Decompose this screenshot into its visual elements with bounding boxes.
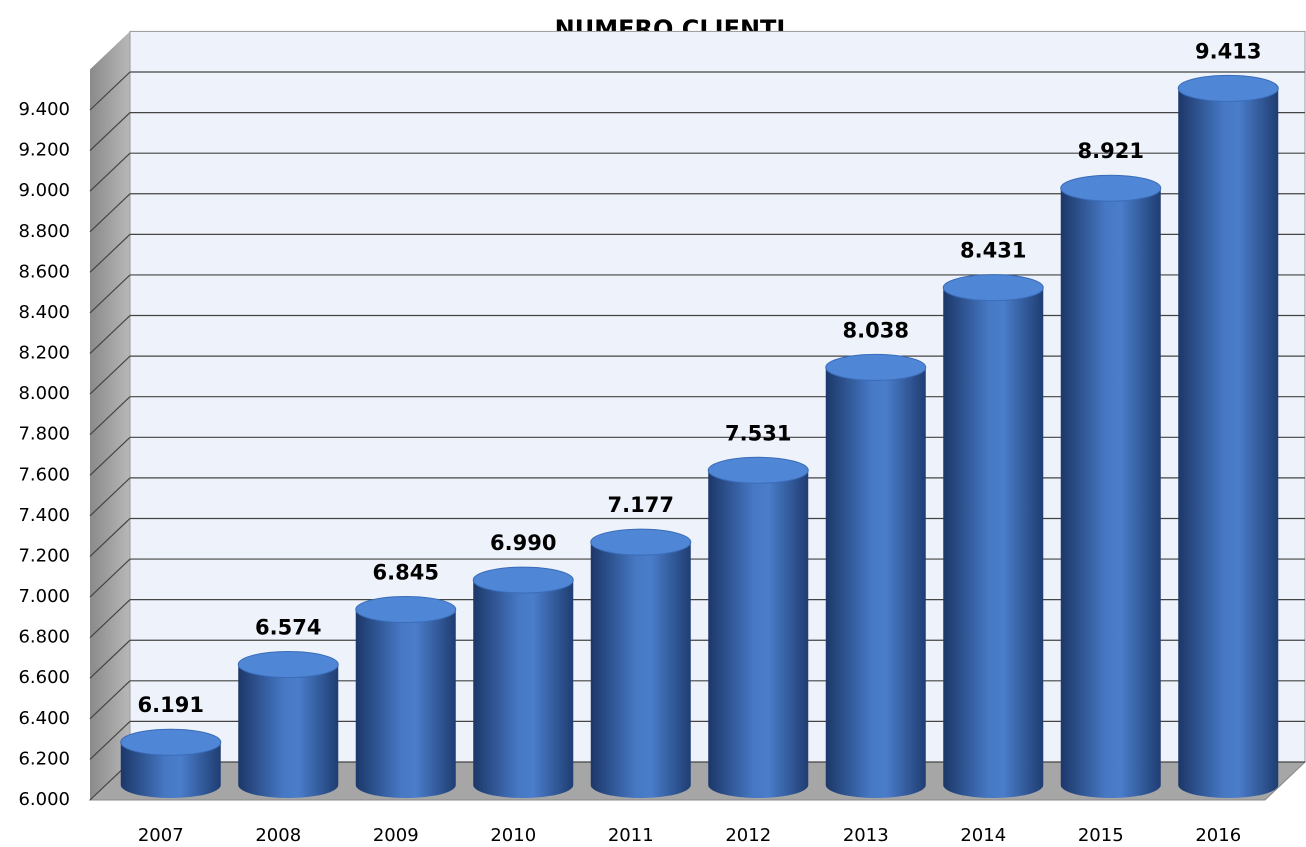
y-tick-label: 7.400 (18, 505, 70, 526)
x-tick-label: 2016 (1195, 825, 1241, 846)
bar (238, 664, 339, 798)
bar-top (942, 274, 1044, 302)
x-tick-label: 2009 (373, 825, 419, 846)
grid-line (89, 477, 131, 517)
bar (590, 542, 691, 798)
y-tick-label: 9.000 (18, 180, 70, 201)
y-tick-label: 8.600 (18, 261, 70, 282)
bar (473, 580, 574, 798)
value-label: 6.191 (138, 693, 204, 717)
x-tick-label: 2008 (255, 825, 301, 846)
bar-top (1060, 174, 1162, 202)
y-tick-label: 8.800 (18, 221, 70, 242)
x-tick-label: 2014 (960, 825, 1006, 846)
bar-top (707, 456, 809, 484)
y-tick-label: 7.000 (18, 586, 70, 607)
y-tick-label: 6.200 (18, 748, 70, 769)
y-tick-label: 7.800 (18, 424, 70, 445)
value-label: 9.413 (1195, 39, 1261, 63)
grid-line (89, 720, 131, 760)
x-tick-label: 2013 (843, 825, 889, 846)
y-tick-label: 8.000 (18, 383, 70, 404)
grid-line (89, 233, 131, 273)
grid-line (89, 112, 131, 152)
x-tick-label: 2011 (608, 825, 654, 846)
y-tick-label: 9.400 (18, 99, 70, 120)
bar-top (1177, 74, 1279, 102)
y-tick-label: 7.200 (18, 545, 70, 566)
y-tick-label: 6.000 (18, 789, 70, 810)
y-tick-label: 6.800 (18, 627, 70, 648)
x-tick-label: 2007 (138, 825, 184, 846)
value-label: 6.845 (373, 561, 439, 585)
x-tick-label: 2010 (490, 825, 536, 846)
bar (1060, 188, 1161, 799)
bar (943, 287, 1044, 798)
y-tick-label: 9.200 (18, 140, 70, 161)
bar (120, 742, 221, 798)
y-tick-label: 8.200 (18, 343, 70, 364)
grid-line (89, 680, 131, 720)
value-label: 6.574 (255, 616, 321, 640)
bar-top (237, 651, 339, 679)
value-label: 7.177 (608, 493, 674, 517)
bar (708, 470, 809, 798)
grid-line (89, 599, 131, 639)
bar (825, 367, 926, 798)
bar-top (825, 353, 927, 381)
grid-line (89, 355, 131, 395)
grid-line (89, 315, 131, 354)
x-tick-label: 2012 (725, 825, 771, 846)
grid-line (89, 396, 131, 436)
grid-line (89, 274, 131, 314)
bar (1178, 88, 1279, 799)
grid-line (89, 193, 131, 233)
y-tick-label: 8.400 (18, 302, 70, 323)
value-label: 8.038 (843, 318, 909, 342)
x-tick-label: 2015 (1078, 825, 1124, 846)
grid-line (89, 639, 131, 679)
bar-top (355, 596, 457, 624)
grid-line (89, 558, 131, 598)
bar-top (472, 566, 574, 594)
value-label: 8.431 (960, 239, 1026, 263)
bar-top (590, 528, 692, 556)
value-label: 6.990 (490, 531, 556, 555)
grid-line (89, 71, 131, 111)
y-tick-label: 6.400 (18, 708, 70, 729)
value-label: 7.531 (725, 421, 791, 445)
value-label: 8.921 (1078, 139, 1144, 163)
y-tick-label: 6.600 (18, 667, 70, 688)
bar-top (120, 728, 222, 756)
grid-line (89, 436, 131, 476)
y-tick-label: 7.600 (18, 464, 70, 485)
bar (355, 609, 456, 798)
grid-line (89, 152, 131, 192)
grid-line (89, 518, 131, 557)
